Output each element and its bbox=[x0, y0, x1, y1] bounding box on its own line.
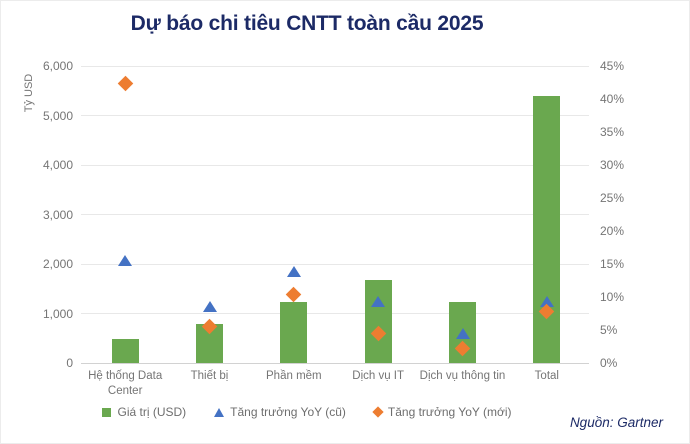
gridline bbox=[81, 263, 589, 265]
pct-axis-tick-label: 20% bbox=[600, 224, 625, 238]
y-axis-tick-label: 3,000 bbox=[42, 207, 73, 222]
pct-axis-tick-label: 35% bbox=[600, 125, 625, 139]
left-axis-unit-label: Tỷ USD bbox=[23, 73, 35, 113]
category-label: Hệ thống Data Center bbox=[88, 370, 163, 397]
y-axis-tick-label: 5,000 bbox=[42, 108, 73, 123]
pct-axis-tick-label: 10% bbox=[600, 290, 625, 304]
chart-legend: Giá trị (USD) Tăng trưởng YoY (cũ) Tăng … bbox=[41, 405, 573, 419]
pct-axis-tick-label: 5% bbox=[600, 323, 618, 337]
bar bbox=[280, 302, 308, 363]
category-label: Total bbox=[534, 370, 559, 382]
yoy-old-marker bbox=[118, 254, 133, 266]
bar-swatch-icon bbox=[102, 407, 112, 417]
category-label: Dịch vụ thông tin bbox=[419, 370, 506, 382]
y-axis-tick-label: 2,000 bbox=[42, 257, 73, 271]
yoy-old-marker bbox=[371, 295, 386, 307]
chart-title: Dự báo chi tiêu CNTT toàn cầu 2025 bbox=[130, 12, 484, 35]
legend-item-value: Giá trị (USD) bbox=[102, 405, 186, 419]
pct-axis-tick-label: 30% bbox=[600, 158, 625, 172]
legend-label-yoy-old: Tăng trưởng YoY (cũ) bbox=[230, 405, 346, 419]
bar bbox=[111, 339, 139, 363]
yoy-new-marker bbox=[117, 75, 133, 91]
bar bbox=[533, 95, 561, 363]
legend-label-yoy-new: Tăng trưởng YoY (mới) bbox=[387, 405, 512, 419]
yoy-old-marker bbox=[286, 265, 301, 277]
diamond-marker-icon bbox=[372, 406, 384, 418]
pct-axis-tick-label: 0% bbox=[600, 356, 618, 370]
y-axis-tick-label: 4,000 bbox=[42, 158, 73, 172]
category-label: Phần mềm bbox=[266, 370, 322, 382]
bar bbox=[364, 280, 392, 363]
gridline bbox=[81, 313, 589, 314]
yoy-new-marker bbox=[286, 286, 302, 303]
triangle-marker-icon bbox=[214, 407, 225, 417]
legend-item-yoy-old: Tăng trưởng YoY (cũ) bbox=[214, 405, 346, 419]
pct-axis-tick-label: 40% bbox=[600, 92, 625, 106]
source-note: Nguồn: Gartner bbox=[569, 415, 663, 430]
pct-axis-tick-label: 25% bbox=[600, 191, 625, 205]
yoy-old-marker bbox=[455, 327, 470, 339]
gridline bbox=[81, 164, 589, 166]
legend-item-yoy-new: Tăng trưởng YoY (mới) bbox=[372, 405, 512, 419]
y-axis-tick-label: 6,000 bbox=[42, 59, 73, 73]
pct-axis-tick-label: 15% bbox=[600, 257, 625, 271]
gridline bbox=[81, 362, 589, 364]
category-label: Thiết bị bbox=[190, 370, 229, 382]
gridline bbox=[81, 65, 589, 67]
category-label: Dịch vụ IT bbox=[352, 370, 405, 382]
legend-label-value: Giá trị (USD) bbox=[117, 405, 187, 419]
yoy-old-marker bbox=[539, 296, 554, 308]
y-axis-tick-label: 1,000 bbox=[42, 306, 73, 321]
y-axis-tick-label: 0 bbox=[66, 356, 73, 370]
pct-axis-tick-label: 45% bbox=[600, 59, 625, 73]
gridline bbox=[81, 115, 589, 116]
yoy-old-marker bbox=[202, 300, 217, 312]
gridline bbox=[81, 214, 589, 215]
